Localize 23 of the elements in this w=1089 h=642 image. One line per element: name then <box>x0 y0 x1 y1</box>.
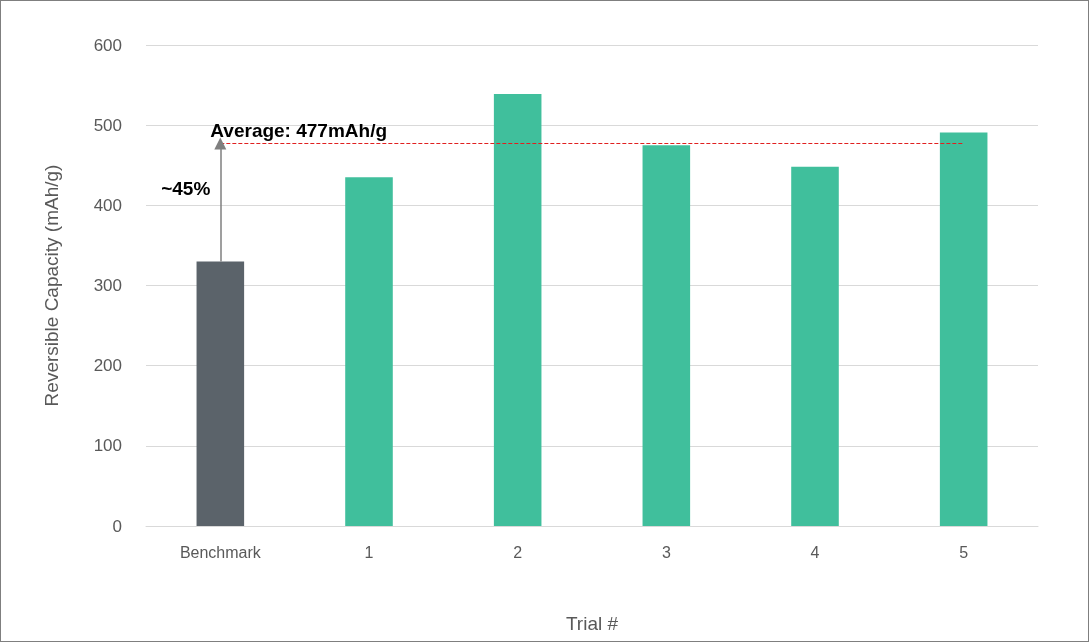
x-tick-label: Benchmark <box>179 543 262 561</box>
bar <box>345 177 393 526</box>
annotation: ~45% <box>161 177 211 199</box>
bar <box>642 145 691 526</box>
x-axis-title: Trial # <box>565 613 619 634</box>
y-tick-label: 0 <box>112 516 122 536</box>
y-tick-label: 300 <box>93 276 122 295</box>
ref-line-label: Average: 477mAh/g <box>210 119 388 141</box>
y-axis-title: Reversible Capacity (mAh/g) <box>41 164 62 407</box>
y-tick-label: 100 <box>93 436 122 456</box>
bar <box>493 93 542 526</box>
x-tick-label: 2 <box>513 543 523 561</box>
x-tick-label: 4 <box>810 543 820 561</box>
y-tick-label: 200 <box>93 356 122 376</box>
x-tick-label: 3 <box>661 543 671 561</box>
x-tick-label: 5 <box>959 543 969 561</box>
bar <box>791 166 839 526</box>
y-tick-label: 500 <box>93 115 122 135</box>
y-tick-label: 400 <box>93 195 122 215</box>
bar <box>939 132 988 526</box>
y-tick-label: 600 <box>93 35 122 55</box>
x-tick-label: 1 <box>364 543 374 561</box>
bar <box>196 261 245 526</box>
